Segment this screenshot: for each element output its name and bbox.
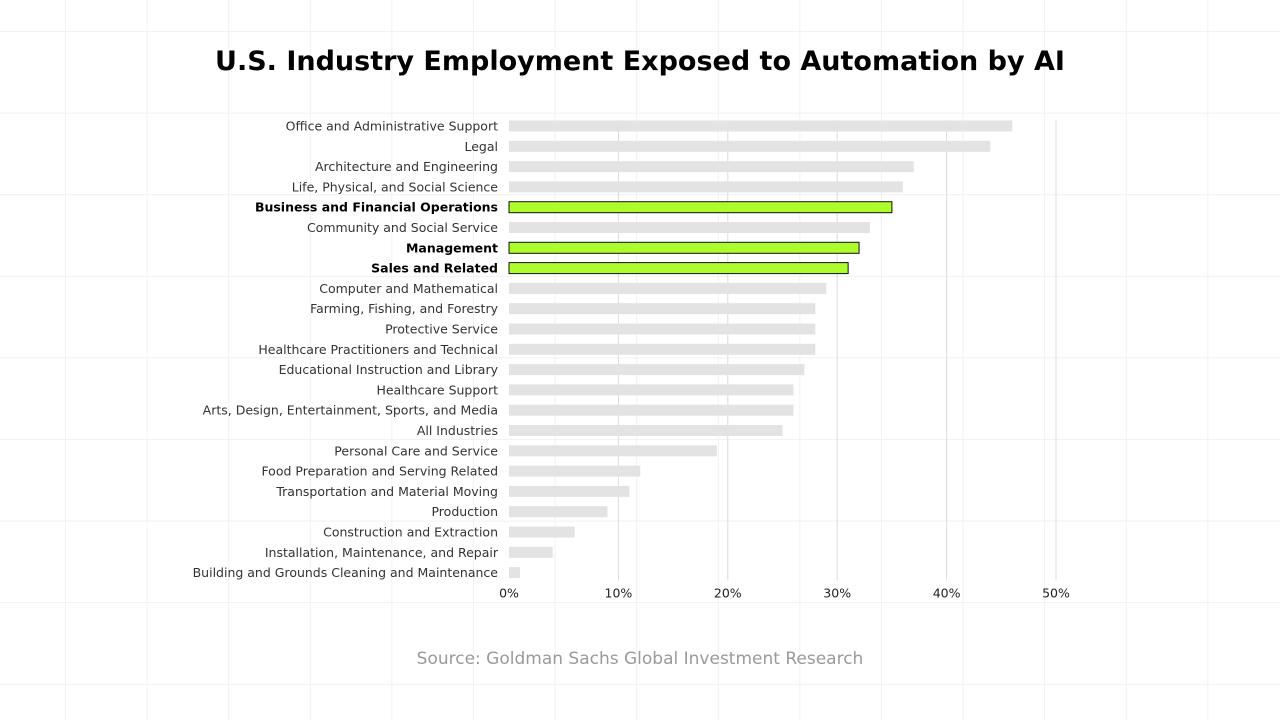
category-label: Personal Care and Service <box>334 443 498 458</box>
bar <box>509 222 871 233</box>
bar <box>509 303 816 315</box>
bar <box>509 465 641 477</box>
category-label: Arts, Design, Entertainment, Sports, and… <box>203 403 498 418</box>
chart-title: U.S. Industry Employment Exposed to Auto… <box>215 46 1065 77</box>
x-tick-label: 40% <box>933 586 961 601</box>
x-tick-label: 20% <box>714 586 742 601</box>
bar <box>509 526 575 538</box>
category-label: Management <box>406 240 498 255</box>
category-label: Healthcare Support <box>376 382 498 397</box>
bar <box>509 140 991 152</box>
category-label: Transportation and Material Moving <box>275 484 498 499</box>
category-label: Farming, Fishing, and Forestry <box>310 301 499 316</box>
source-note: Source: Goldman Sachs Global Investment … <box>416 649 864 669</box>
x-tick-label: 50% <box>1042 586 1070 601</box>
category-label: All Industries <box>417 423 498 438</box>
bar <box>509 506 608 518</box>
bar <box>509 161 914 173</box>
x-tick-label: 0% <box>499 586 519 601</box>
bar <box>509 425 783 436</box>
category-label: Legal <box>464 139 498 154</box>
category-label: Installation, Maintenance, and Repair <box>265 545 499 560</box>
category-label: Protective Service <box>385 322 498 337</box>
category-label: Life, Physical, and Social Science <box>292 179 499 194</box>
x-tick-label: 30% <box>823 586 851 601</box>
category-label: Business and Financial Operations <box>255 200 498 215</box>
category-label: Healthcare Practitioners and Technical <box>258 342 498 357</box>
bars <box>508 120 1013 579</box>
category-label: Construction and Extraction <box>323 525 498 540</box>
bar <box>509 546 553 558</box>
bar <box>509 323 816 335</box>
bar <box>509 445 717 457</box>
x-tick-label: 10% <box>605 586 633 601</box>
bar <box>508 241 860 254</box>
bar <box>509 120 1013 132</box>
bar <box>509 485 630 497</box>
category-label: Food Preparation and Serving Related <box>261 464 498 479</box>
category-label: Sales and Related <box>371 261 498 276</box>
category-labels: Office and Administrative Support Legal Ar… <box>193 119 499 581</box>
bar <box>509 364 805 376</box>
category-label: Community and Social Service <box>307 220 498 235</box>
category-label: Architecture and Engineering <box>315 159 498 174</box>
bar <box>509 404 794 416</box>
bar <box>509 282 827 294</box>
x-tick-labels: 0% 10% 20% 30% 40% 50% <box>499 586 1070 601</box>
bar <box>508 201 893 214</box>
bar <box>508 262 849 275</box>
bar <box>509 384 794 396</box>
category-label: Computer and Mathematical <box>319 281 498 296</box>
category-label: Building and Grounds Cleaning and Mainte… <box>193 565 499 580</box>
bar <box>509 181 903 193</box>
category-label: Office and Administrative Support <box>286 119 498 134</box>
bar <box>509 567 520 579</box>
bar <box>509 343 816 355</box>
category-label: Educational Instruction and Library <box>279 362 499 377</box>
category-label: Production <box>431 504 498 519</box>
